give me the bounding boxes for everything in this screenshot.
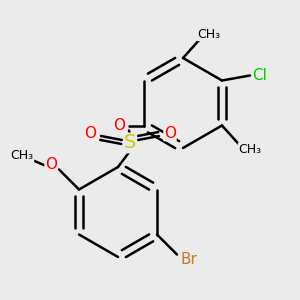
Text: CH₃: CH₃ bbox=[11, 149, 34, 162]
Text: O: O bbox=[84, 125, 96, 140]
Text: O: O bbox=[113, 118, 125, 133]
Text: CH₃: CH₃ bbox=[197, 28, 220, 40]
Text: O: O bbox=[164, 125, 176, 140]
Text: Cl: Cl bbox=[253, 68, 267, 83]
Text: CH₃: CH₃ bbox=[238, 143, 262, 156]
Text: O: O bbox=[45, 157, 57, 172]
Text: S: S bbox=[124, 134, 136, 152]
Text: Br: Br bbox=[181, 252, 197, 267]
